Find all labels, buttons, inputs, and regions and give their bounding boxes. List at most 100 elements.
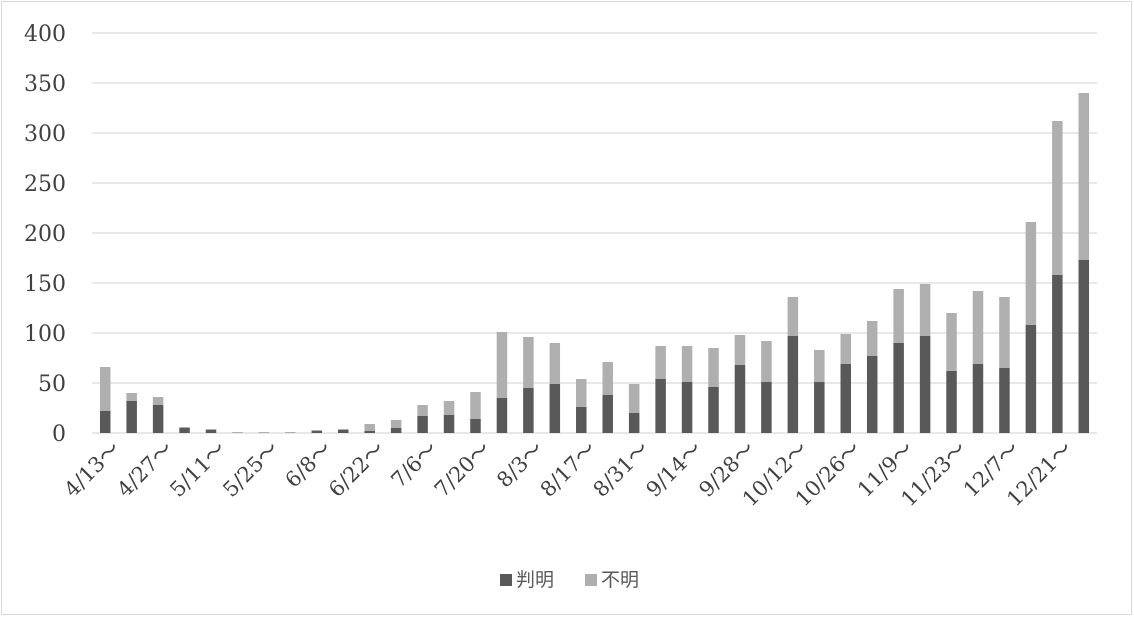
x-tick-label: 4/27〜 <box>112 437 177 502</box>
bar-known-24 <box>734 365 746 433</box>
bar-known-2 <box>152 405 164 433</box>
bar-unknown-4 <box>205 429 217 430</box>
bar-known-0 <box>99 411 111 433</box>
bar-known-35 <box>1025 325 1037 433</box>
bar-known-3 <box>179 428 190 433</box>
y-tick-label: 150 <box>24 272 66 297</box>
y-tick-label: 250 <box>24 172 66 197</box>
bar-known-8 <box>311 431 323 433</box>
gridlines <box>92 32 1097 434</box>
y-tick-label: 50 <box>38 372 66 397</box>
y-tick-label: 400 <box>24 22 66 47</box>
legend-item-unknown: 不明 <box>585 569 639 591</box>
bar-unknown-28 <box>840 334 851 364</box>
bar-unknown-27 <box>814 350 825 382</box>
bar-known-4 <box>205 430 217 433</box>
x-tick-label: 8/31〜 <box>589 437 654 502</box>
bar-known-30 <box>893 343 904 433</box>
legend-item-known: 判明 <box>500 569 554 591</box>
bar-unknown-31 <box>919 284 931 336</box>
y-tick-label: 200 <box>24 222 66 247</box>
bar-unknown-2 <box>152 397 164 405</box>
bar-known-34 <box>999 368 1010 433</box>
bar-unknown-24 <box>734 335 746 365</box>
y-axis: 0 50 100 150 200 250 300 350 400 <box>24 22 66 447</box>
legend-swatch <box>585 574 597 586</box>
bar-unknown-1 <box>126 393 137 401</box>
bar-known-13 <box>443 415 455 433</box>
bar-known-28 <box>840 364 851 433</box>
legend: 判明 不明 <box>500 569 639 591</box>
bar-known-18 <box>576 407 587 433</box>
bar-known-37 <box>1078 260 1090 433</box>
bar-known-17 <box>549 384 561 433</box>
bar-known-23 <box>708 387 719 433</box>
bar-unknown-17 <box>549 343 561 384</box>
bar-unknown-32 <box>946 313 957 371</box>
y-tick-label: 300 <box>24 122 66 147</box>
bar-known-11 <box>390 428 402 433</box>
bar-unknown-26 <box>787 297 799 336</box>
bar-unknown-22 <box>681 346 693 382</box>
x-axis: 4/13〜4/27〜5/11〜5/25〜6/8〜6/22〜7/6〜7/20〜8/… <box>60 437 1077 512</box>
x-tick-label: 5/11〜 <box>165 437 230 502</box>
y-tick-label: 350 <box>24 72 66 97</box>
bar-unknown-35 <box>1025 222 1037 325</box>
bar-unknown-8 <box>311 430 323 431</box>
bar-unknown-29 <box>866 321 878 356</box>
bar-known-27 <box>814 382 825 433</box>
legend-label: 不明 <box>601 569 639 591</box>
y-tick-label: 0 <box>52 422 66 447</box>
bar-unknown-12 <box>417 405 428 416</box>
bar-unknown-23 <box>708 348 719 387</box>
bar-unknown-15 <box>496 332 508 398</box>
bar-known-26 <box>787 336 799 433</box>
legend-label: 判明 <box>516 569 554 591</box>
bar-known-32 <box>946 371 957 433</box>
bar-known-22 <box>681 382 693 433</box>
bar-known-16 <box>523 388 534 433</box>
legend-swatch <box>500 574 512 586</box>
x-tick-label: 4/13〜 <box>60 437 125 502</box>
bar-unknown-36 <box>1052 121 1063 275</box>
bar-unknown-5 <box>232 432 243 433</box>
bar-unknown-19 <box>602 362 613 395</box>
bar-known-33 <box>972 364 984 433</box>
bar-unknown-9 <box>338 429 349 430</box>
bar-known-15 <box>496 398 508 433</box>
x-tick-label: 5/25〜 <box>218 437 283 502</box>
y-tick-label: 100 <box>24 322 66 347</box>
x-tick-label: 6/22〜 <box>324 437 389 502</box>
bar-unknown-25 <box>761 341 772 382</box>
bar-unknown-0 <box>99 367 111 411</box>
bar-unknown-7 <box>285 432 296 433</box>
bar-unknown-16 <box>523 337 534 388</box>
bar-unknown-10 <box>364 424 375 431</box>
x-tick-label: 9/14〜 <box>641 437 706 502</box>
bar-known-12 <box>417 416 428 433</box>
bar-unknown-6 <box>258 432 270 433</box>
bar-known-9 <box>338 430 349 433</box>
bar-known-21 <box>655 379 666 433</box>
bar-known-31 <box>919 336 931 433</box>
bar-unknown-11 <box>390 420 402 428</box>
bar-known-1 <box>126 401 137 433</box>
bar-known-19 <box>602 395 613 433</box>
bar-unknown-20 <box>628 384 640 413</box>
bar-unknown-14 <box>470 392 481 419</box>
bar-unknown-21 <box>655 346 666 379</box>
bar-unknown-30 <box>893 289 904 343</box>
bar-unknown-13 <box>443 401 455 415</box>
bars <box>99 93 1090 433</box>
bar-known-36 <box>1052 275 1063 433</box>
x-tick-label: 8/17〜 <box>536 437 601 502</box>
bar-known-10 <box>364 431 375 433</box>
bar-known-25 <box>761 382 772 433</box>
bar-unknown-3 <box>179 427 190 428</box>
bar-unknown-18 <box>576 379 587 407</box>
bar-known-29 <box>866 356 878 433</box>
bar-known-14 <box>470 419 481 433</box>
bar-unknown-34 <box>999 297 1010 368</box>
